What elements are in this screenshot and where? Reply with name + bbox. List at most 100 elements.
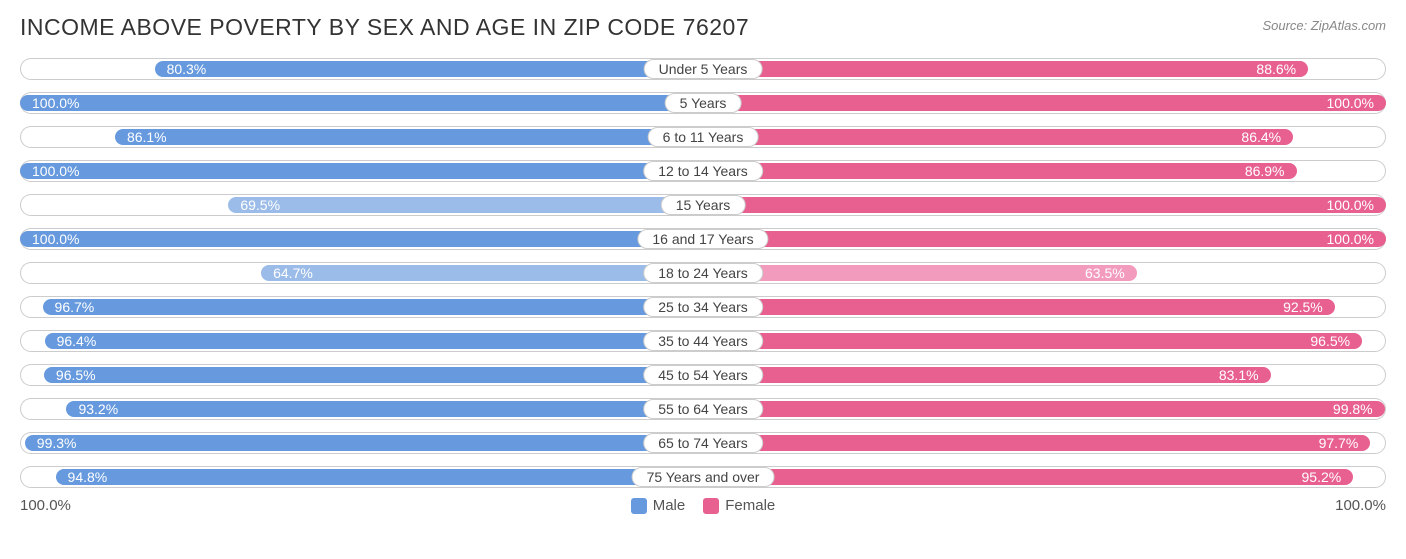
male-value: 100.0% <box>32 163 79 179</box>
female-bar: 100.0% <box>703 95 1386 111</box>
female-value: 92.5% <box>1283 299 1323 315</box>
male-half: 94.8% <box>20 463 703 491</box>
legend-label-male: Male <box>653 497 686 514</box>
female-value: 86.4% <box>1241 129 1281 145</box>
age-label: 18 to 24 Years <box>643 263 763 283</box>
female-bar: 86.4% <box>703 129 1293 145</box>
male-half: 96.4% <box>20 327 703 355</box>
chart-footer: 100.0% Male Female 100.0% <box>20 497 1386 514</box>
age-label: Under 5 Years <box>644 59 763 79</box>
male-half: 64.7% <box>20 259 703 287</box>
legend-item-male: Male <box>631 497 686 514</box>
chart-row: 69.5% 100.0% 15 Years <box>20 191 1386 219</box>
female-bar: 99.8% <box>703 401 1385 417</box>
female-value: 100.0% <box>1327 231 1374 247</box>
male-value: 99.3% <box>37 435 77 451</box>
chart-row: 96.5%83.1%45 to 54 Years <box>20 361 1386 389</box>
age-label: 6 to 11 Years <box>648 127 759 147</box>
age-label: 55 to 64 Years <box>643 399 763 419</box>
chart-row: 96.4%96.5%35 to 44 Years <box>20 327 1386 355</box>
male-bar: 100.0% <box>20 231 703 247</box>
age-label: 25 to 34 Years <box>643 297 763 317</box>
female-half: 96.5% <box>703 327 1386 355</box>
male-bar: 96.4% <box>45 333 703 349</box>
age-label: 16 and 17 Years <box>637 229 768 249</box>
male-value: 100.0% <box>32 231 79 247</box>
female-bar: 86.9% <box>703 163 1297 179</box>
age-label: 12 to 14 Years <box>643 161 763 181</box>
female-bar: 96.5% <box>703 333 1362 349</box>
male-half: 100.0% <box>20 225 703 253</box>
female-bar: 83.1% <box>703 367 1271 383</box>
female-bar: 95.2% <box>703 469 1353 485</box>
female-half: 63.5% <box>703 259 1386 287</box>
female-bar: 92.5% <box>703 299 1335 315</box>
chart-row: 86.1% 86.4% 6 to 11 Years <box>20 123 1386 151</box>
female-value: 95.2% <box>1302 469 1342 485</box>
chart-row: 100.0% 86.9%12 to 14 Years <box>20 157 1386 185</box>
male-half: 99.3% <box>20 429 703 457</box>
male-bar: 80.3% <box>155 61 703 77</box>
age-label: 15 Years <box>661 195 746 215</box>
male-half: 80.3% <box>20 55 703 83</box>
male-bar: 100.0% <box>20 163 703 179</box>
male-value: 94.8% <box>68 469 108 485</box>
legend-swatch-female <box>703 498 719 514</box>
male-value: 96.4% <box>57 333 97 349</box>
female-value: 63.5% <box>1085 265 1125 281</box>
female-half: 99.8% <box>703 395 1386 423</box>
legend-swatch-male <box>631 498 647 514</box>
female-bar: 63.5% <box>703 265 1137 281</box>
male-bar: 100.0% <box>20 95 703 111</box>
male-half: 93.2% <box>20 395 703 423</box>
female-value: 96.5% <box>1310 333 1350 349</box>
diverging-bar-chart: 80.3% 88.6% Under 5 Years 100.0% 100.0% 5 Yea… <box>20 55 1386 491</box>
page-title: INCOME ABOVE POVERTY BY SEX AND AGE IN Z… <box>20 14 749 41</box>
male-bar: 69.5% <box>228 197 703 213</box>
female-half: 100.0% <box>703 89 1386 117</box>
female-half: 86.4% <box>703 123 1386 151</box>
chart-row: 100.0% 100.0% 5 Years <box>20 89 1386 117</box>
male-half: 69.5% <box>20 191 703 219</box>
legend-label-female: Female <box>725 497 775 514</box>
male-half: 100.0% <box>20 89 703 117</box>
male-value: 86.1% <box>127 129 167 145</box>
female-bar: 97.7% <box>703 435 1370 451</box>
male-bar: 93.2% <box>66 401 703 417</box>
female-half: 86.9% <box>703 157 1386 185</box>
male-bar: 96.5% <box>44 367 703 383</box>
male-bar: 94.8% <box>56 469 703 485</box>
age-label: 65 to 74 Years <box>643 433 763 453</box>
female-half: 88.6% <box>703 55 1386 83</box>
age-label: 45 to 54 Years <box>643 365 763 385</box>
source-attribution: Source: ZipAtlas.com <box>1262 14 1386 33</box>
chart-row: 93.2% 99.8% 55 to 64 Years <box>20 395 1386 423</box>
chart-row: 80.3% 88.6% Under 5 Years <box>20 55 1386 83</box>
female-half: 97.7% <box>703 429 1386 457</box>
female-value: 99.8% <box>1333 401 1373 417</box>
male-bar: 86.1% <box>115 129 703 145</box>
male-value: 69.5% <box>240 197 280 213</box>
male-bar: 96.7% <box>43 299 703 315</box>
female-value: 100.0% <box>1327 197 1374 213</box>
chart-row: 100.0% 100.0% 16 and 17 Years <box>20 225 1386 253</box>
female-value: 88.6% <box>1256 61 1296 77</box>
female-half: 92.5% <box>703 293 1386 321</box>
header: INCOME ABOVE POVERTY BY SEX AND AGE IN Z… <box>20 14 1386 41</box>
female-half: 95.2% <box>703 463 1386 491</box>
chart-row: 64.7% 63.5% 18 to 24 Years <box>20 259 1386 287</box>
female-bar: 100.0% <box>703 231 1386 247</box>
female-value: 100.0% <box>1327 95 1374 111</box>
chart-row: 94.8%95.2%75 Years and over <box>20 463 1386 491</box>
chart-row: 96.7% 92.5% 25 to 34 Years <box>20 293 1386 321</box>
axis-right-label: 100.0% <box>1335 497 1386 514</box>
female-half: 100.0% <box>703 191 1386 219</box>
male-bar: 64.7% <box>261 265 703 281</box>
male-value: 64.7% <box>273 265 313 281</box>
male-value: 100.0% <box>32 95 79 111</box>
male-half: 96.5% <box>20 361 703 389</box>
female-bar: 88.6% <box>703 61 1308 77</box>
chart-row: 99.3% 97.7%65 to 74 Years <box>20 429 1386 457</box>
age-label: 5 Years <box>665 93 742 113</box>
female-half: 100.0% <box>703 225 1386 253</box>
